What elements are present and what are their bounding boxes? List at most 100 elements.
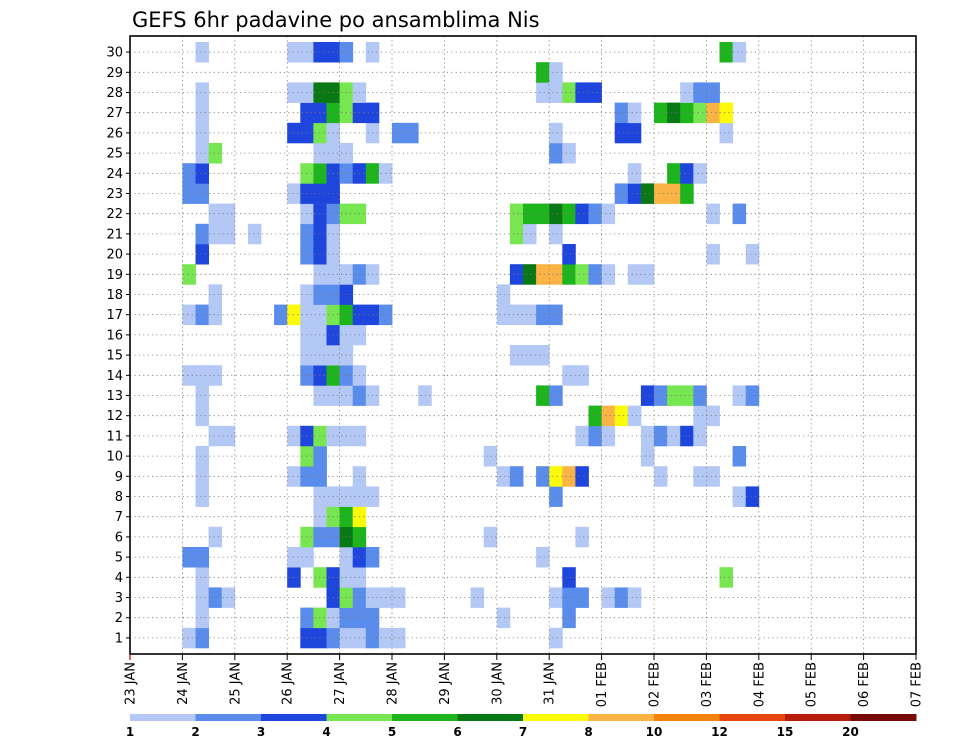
heatmap-cell <box>640 183 655 204</box>
heatmap-cell <box>536 264 550 285</box>
heatmap-cell <box>536 82 550 103</box>
heatmap-cell <box>693 82 707 103</box>
heatmap-cell <box>654 466 668 487</box>
heatmap-cell <box>693 102 707 124</box>
heatmap-cell <box>575 526 589 548</box>
plot-frame <box>129 35 917 655</box>
heatmap-cell <box>680 102 694 124</box>
y-tick-label: 25 <box>106 147 123 162</box>
heatmap-cell <box>195 385 209 406</box>
heatmap-cell <box>195 405 209 427</box>
colorbar-label: 8 <box>584 725 592 739</box>
y-tick-label: 24 <box>106 167 123 182</box>
colorbar-label: 5 <box>388 725 396 739</box>
colorbar-segment <box>261 714 327 721</box>
y-tick-label: 20 <box>106 248 123 263</box>
heatmap-cell <box>640 425 655 447</box>
heatmap-cells <box>182 42 760 649</box>
heatmap-cell <box>182 547 196 568</box>
heatmap-cell <box>562 365 576 386</box>
heatmap-cell <box>549 264 563 285</box>
y-tick-label: 11 <box>106 429 123 444</box>
colorbar-segment <box>588 714 655 721</box>
heatmap-cell <box>654 385 668 406</box>
heatmap-cell <box>195 82 209 103</box>
colorbar-label: 1 <box>126 725 134 739</box>
heatmap-cell <box>732 42 747 63</box>
y-tick-label: 19 <box>106 268 123 283</box>
heatmap-cell <box>562 82 576 103</box>
heatmap-cell <box>601 425 616 447</box>
heatmap-cell <box>195 365 209 386</box>
colorbar-segment <box>195 714 262 721</box>
y-tick-label: 22 <box>106 207 123 222</box>
heatmap-cell <box>706 466 720 487</box>
heatmap-cell <box>693 163 707 184</box>
heatmap-cell <box>601 264 616 285</box>
heatmap-cell <box>719 42 733 63</box>
heatmap-cell <box>195 466 209 487</box>
heatmap-cell <box>627 102 642 124</box>
x-tick-label: 05 FEB <box>805 662 820 707</box>
x-tick-label: 04 FEB <box>752 662 767 707</box>
heatmap-cell <box>654 102 668 124</box>
heatmap-cell <box>562 143 576 164</box>
heatmap-cell <box>509 345 524 366</box>
heatmap-cell <box>208 587 223 608</box>
x-tick-label: 26 JAN <box>281 662 296 705</box>
y-tick-label: 10 <box>106 450 123 465</box>
colorbar-label: 12 <box>711 725 728 739</box>
heatmap-cell <box>549 82 563 103</box>
heatmap-cell <box>195 567 209 588</box>
heatmap-cell <box>588 425 602 447</box>
heatmap-cell <box>575 425 589 447</box>
heatmap-cell <box>182 183 196 204</box>
heatmap-cell <box>706 102 720 124</box>
heatmap-cell <box>588 405 602 427</box>
heatmap-cell <box>667 163 681 184</box>
heatmap-cell <box>614 183 629 204</box>
heatmap-cell <box>680 163 694 184</box>
x-tick-label: 23 JAN <box>124 662 139 705</box>
heatmap-cell <box>614 405 629 427</box>
y-tick-label: 30 <box>106 46 123 61</box>
colorbar-label: 10 <box>646 725 663 739</box>
heatmap-cell <box>549 466 563 487</box>
heatmap-cell <box>549 122 563 144</box>
heatmap-cell <box>536 466 550 487</box>
heatmap-cell <box>667 385 681 406</box>
heatmap-cell <box>693 425 707 447</box>
heatmap-cell <box>195 304 209 326</box>
heatmap-cell <box>536 304 550 326</box>
y-tick-label: 18 <box>106 288 123 303</box>
y-tick-label: 21 <box>106 227 123 242</box>
x-tick-label: 31 JAN <box>543 662 558 705</box>
x-tick-label: 03 FEB <box>700 662 715 707</box>
heatmap-cell <box>182 304 196 326</box>
colorbar: 1 2 3 4 5 6 7 8 10 12 15 20 <box>126 714 917 739</box>
heatmap-cell <box>575 264 589 285</box>
heatmap-cell <box>614 587 629 608</box>
heatmap-cell <box>195 163 209 184</box>
y-tick-label: 15 <box>106 349 123 364</box>
heatmap-cell <box>732 385 747 406</box>
colorbar-segment <box>130 714 196 721</box>
x-tick-label: 27 JAN <box>333 662 348 705</box>
heatmap-cell <box>496 466 511 487</box>
x-tick-label: 28 JAN <box>386 662 401 705</box>
heatmap-cell <box>732 446 747 467</box>
heatmap-cell <box>732 203 747 225</box>
heatmap-cell <box>195 183 209 204</box>
heatmap-cell <box>182 163 196 184</box>
heatmap-cell <box>640 446 655 467</box>
heatmap-cell <box>247 223 262 245</box>
y-tick-label: 16 <box>106 328 123 343</box>
y-tick-label: 4 <box>115 571 123 586</box>
heatmap-cell <box>221 425 236 447</box>
heatmap-cell <box>693 466 707 487</box>
heatmap-cell <box>627 405 642 427</box>
heatmap-cell <box>627 163 642 184</box>
heatmap-cell <box>640 385 655 406</box>
heatmap-cell <box>706 82 720 103</box>
heatmap-cell <box>536 203 550 225</box>
